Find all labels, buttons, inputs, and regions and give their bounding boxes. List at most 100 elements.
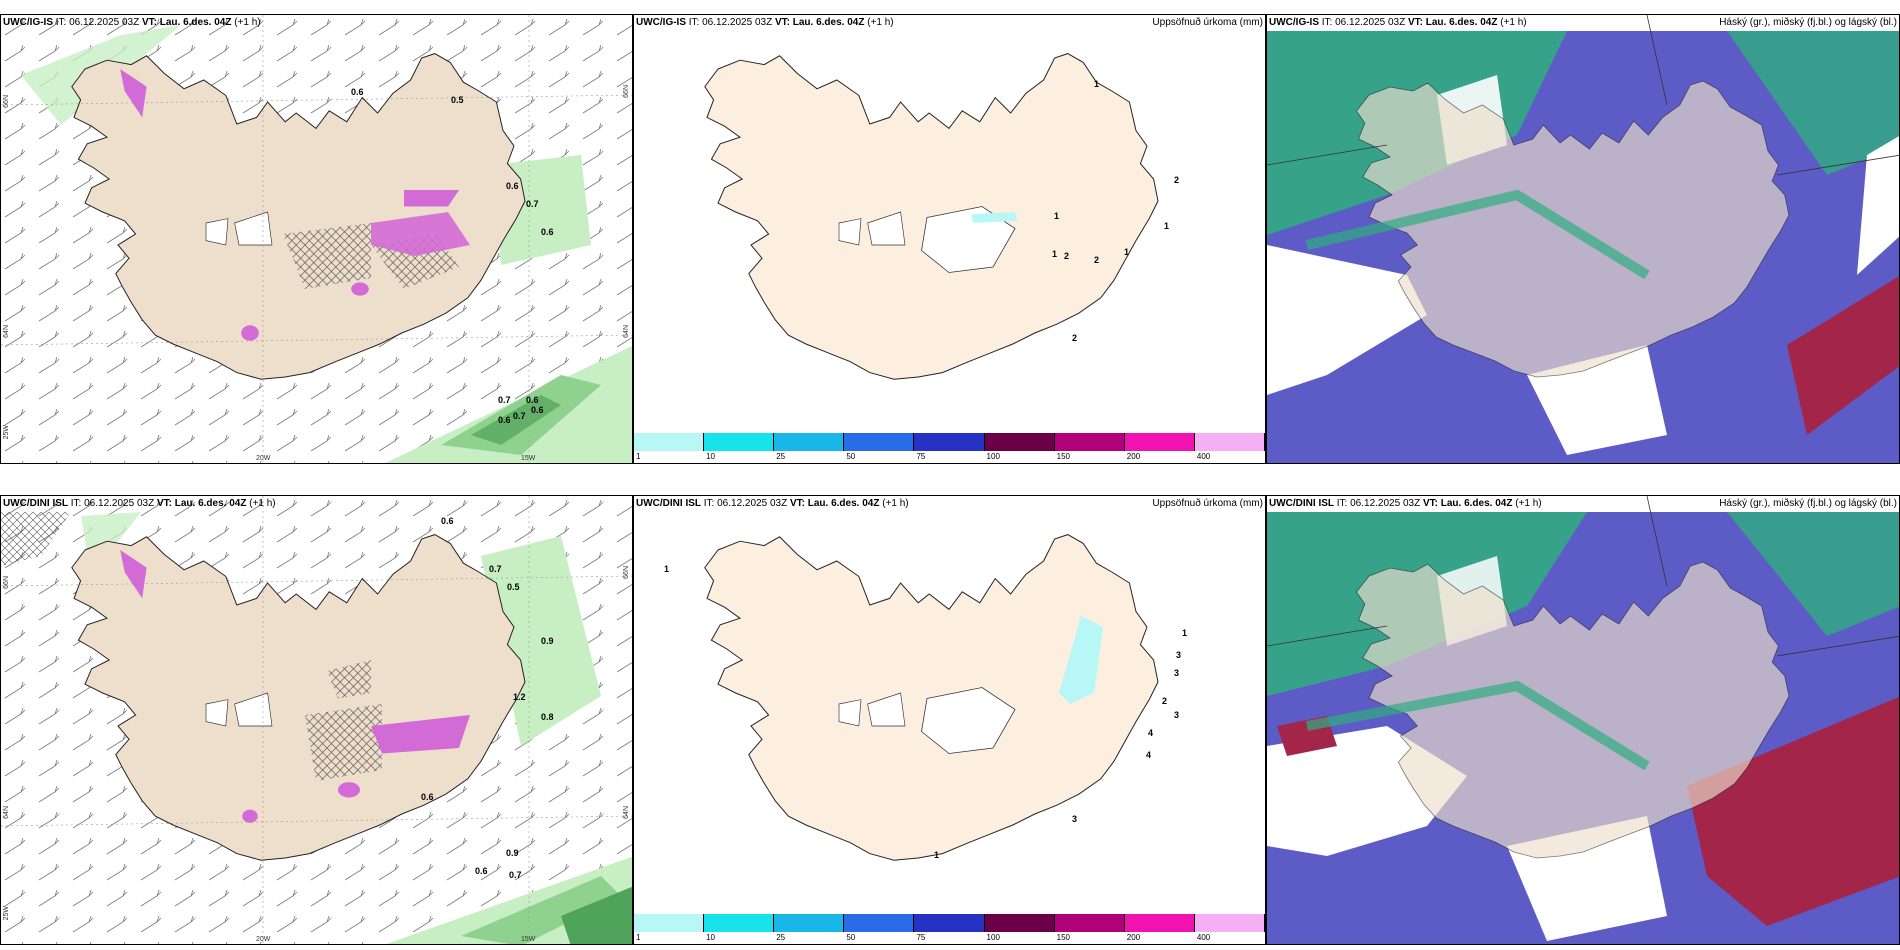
accum-precip-map [704, 534, 1159, 861]
precip-label: 1 [1094, 79, 1100, 89]
colorbar-tick-label: 400 [1196, 933, 1211, 942]
precip-label: 0.5 [507, 582, 520, 592]
colorbar-segment [914, 433, 985, 451]
precip-label: 0.9 [541, 636, 554, 646]
colorbar-tick-label: 50 [846, 933, 856, 942]
precip-label: 1 [664, 564, 670, 574]
lat-label: 64N [3, 325, 10, 338]
colorbar-tick-label: 75 [916, 933, 926, 942]
product-name: Uppsöfnuð úrkoma (mm) [1152, 498, 1263, 509]
colorbar-segment [844, 433, 915, 451]
colorbar-segment [774, 914, 845, 932]
colorbar-segment [634, 433, 705, 451]
lat-label: 66N [623, 566, 630, 579]
product-name: Uppsöfnuð úrkoma (mm) [1152, 17, 1263, 28]
map-panel-clouds-top: UWC/IG-IS IT: 06.12.2025 03Z VT: Lau. 6.… [1266, 14, 1900, 464]
map-panel-clouds-bottom: UWC/DINI ISL IT: 06.12.2025 03Z VT: Lau.… [1266, 495, 1900, 945]
colorbar-tick-label: 10 [706, 933, 716, 942]
colorbar-tick-label: 75 [916, 452, 926, 461]
colorbar-tick-label: 100 [986, 933, 1000, 942]
lat-label: 66N [3, 95, 10, 108]
colorbar-segment [1124, 914, 1195, 932]
lat-label: 64N [623, 325, 630, 338]
precip-label: 4 [1148, 728, 1154, 738]
colorbar-tick-label: 150 [1056, 933, 1071, 942]
colorbar-segment [984, 914, 1055, 932]
colorbar-segment [1124, 433, 1195, 451]
precip-label: 0.6 [351, 87, 364, 97]
precip-label: 2 [1174, 175, 1180, 185]
lat-label: 64N [3, 806, 10, 819]
map-panel-precip-wind-top: UWC/IG-IS IT: 06.12.2025 03Z VT: Lau. 6.… [0, 14, 633, 464]
cloud-cover-map [1267, 15, 1899, 463]
precip-label: 2 [1094, 255, 1100, 265]
precip-label: 0.7 [526, 199, 539, 209]
precip-label: 2 [1072, 333, 1078, 343]
lat-label: 66N [623, 85, 630, 98]
precip-label: 1.2 [513, 692, 526, 702]
cloud-cover-map [1267, 496, 1899, 944]
colorbar-segment [914, 914, 985, 932]
colorbar-tick-label: 200 [1126, 933, 1141, 942]
panel-title: UWC/IG-IS IT: 06.12.2025 03Z VT: Lau. 6.… [636, 17, 894, 28]
lon-label: 15W [521, 455, 536, 462]
colorbar-segment [634, 914, 705, 932]
precip-label: 0.7 [498, 395, 511, 405]
precip-label: 0.9 [506, 848, 519, 858]
precip-label: 0.6 [498, 415, 511, 425]
lon-label: 15W [521, 936, 536, 943]
lon-label: 20W [256, 936, 271, 943]
panel-title: UWC/DINI ISL IT: 06.12.2025 03Z VT: Lau.… [1269, 498, 1542, 509]
precip-label: 0.6 [421, 792, 434, 802]
precip-label: 0.8 [541, 712, 554, 722]
precip-label: 3 [1174, 710, 1180, 720]
colorbar-segment [1054, 914, 1125, 932]
precip-label: 0.7 [509, 870, 522, 880]
map-panel-accum-precip-bottom: UWC/DINI ISL IT: 06.12.2025 03Z VT: Lau.… [633, 495, 1266, 945]
colorbar-segment [704, 433, 775, 451]
precip-label: 1 [1052, 249, 1058, 259]
lon-label: 20W [256, 455, 271, 462]
colorbar-segment [1054, 433, 1125, 451]
colorbar-segment [984, 433, 1055, 451]
panel-title: UWC/IG-IS IT: 06.12.2025 03Z VT: Lau. 6.… [3, 17, 261, 28]
precip-label: 0.5 [451, 95, 464, 105]
precip-label: 0.7 [513, 411, 526, 421]
product-name: Háský (gr.), miðský (fj.bl.) og lágský (… [1719, 17, 1897, 28]
precip-label: 3 [1072, 814, 1078, 824]
precip-wind-map [1, 15, 632, 463]
precip-label: 4 [1146, 750, 1152, 760]
precip-label: 2 [1162, 696, 1168, 706]
colorbar-tick-label: 200 [1126, 452, 1141, 461]
colorbar-tick-label: 400 [1196, 452, 1211, 461]
precip-label: 1 [1054, 211, 1060, 221]
precip-label: 2 [1064, 251, 1070, 261]
accum-precip-map [704, 53, 1159, 380]
colorbar-segment [844, 914, 915, 932]
colorbar-segment [1194, 433, 1265, 451]
precip-label: 1 [934, 850, 940, 860]
lon-label: 25W [3, 425, 10, 440]
colorbar-tick-label: 100 [986, 452, 1000, 461]
colorbar-segment [704, 914, 775, 932]
colorbar-segment [1194, 914, 1265, 932]
colorbar-tick-label: 10 [706, 452, 716, 461]
precip-label: 3 [1174, 668, 1180, 678]
map-panel-precip-wind-bottom: UWC/DINI ISL IT: 06.12.2025 03Z VT: Lau.… [0, 495, 633, 945]
lon-label: 25W [3, 906, 10, 921]
colorbar [634, 914, 1265, 932]
precip-label: 0.6 [475, 866, 488, 876]
lat-label: 64N [623, 806, 630, 819]
panel-title: UWC/DINI ISL IT: 06.12.2025 03Z VT: Lau.… [636, 498, 909, 509]
panel-title: UWC/DINI ISL IT: 06.12.2025 03Z VT: Lau.… [3, 498, 276, 509]
colorbar-tick-label: 50 [846, 452, 856, 461]
colorbar-tick-label: 1 [636, 452, 641, 461]
product-name: Háský (gr.), miðský (fj.bl.) og lágský (… [1719, 498, 1897, 509]
precip-label: 1 [1182, 628, 1188, 638]
precip-label: 0.7 [489, 564, 502, 574]
precip-label: 0.6 [506, 181, 519, 191]
colorbar-tick-label: 150 [1056, 452, 1071, 461]
colorbar-tick-label: 25 [776, 933, 786, 942]
lat-label: 66N [3, 576, 10, 589]
precip-wind-map [1, 496, 632, 944]
